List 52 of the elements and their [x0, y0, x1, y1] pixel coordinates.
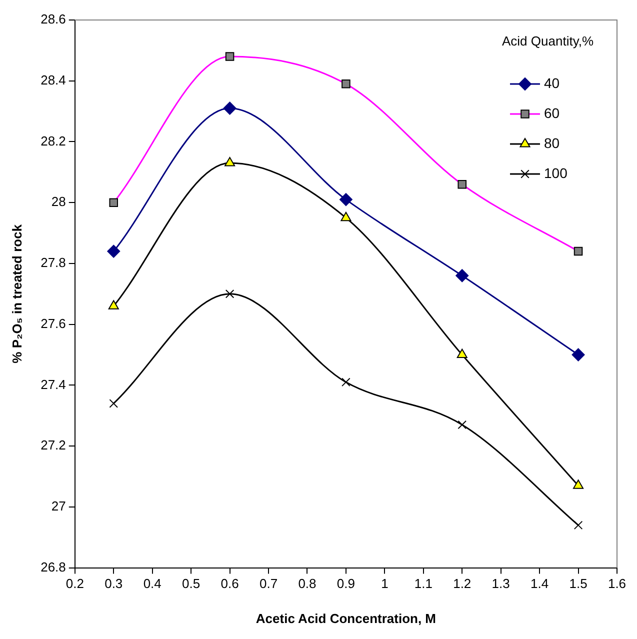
- y-tick-label: 28.4: [40, 72, 66, 88]
- x-tick-label: 1.6: [608, 576, 626, 592]
- point: [108, 300, 119, 310]
- y-tick-label: 26.8: [40, 559, 66, 574]
- y-tick-label: 28.2: [40, 133, 66, 148]
- point: [107, 244, 120, 258]
- x-axis-title: Acetic Acid Concentration, M: [256, 610, 436, 626]
- point: [342, 80, 350, 88]
- y-tick-label: 27: [51, 498, 66, 514]
- point: [223, 102, 236, 115]
- y-axis-title: % P₂O₅ in treated rock: [9, 224, 24, 364]
- x-tick-label: 0.2: [66, 576, 84, 592]
- x-tick-label: 0.3: [104, 576, 123, 592]
- point: [456, 348, 468, 358]
- legend-title: Acid Quantity,%: [502, 34, 594, 49]
- point: [573, 480, 584, 489]
- point: [225, 52, 234, 61]
- x-tick-label: 0.8: [298, 576, 316, 592]
- x-tick-label: 1.4: [530, 576, 549, 592]
- x-tick-label: 1.1: [414, 576, 432, 592]
- point: [109, 399, 118, 408]
- point: [225, 290, 234, 298]
- point: [574, 246, 583, 256]
- point: [572, 348, 585, 362]
- legend-label: 100: [544, 164, 568, 181]
- x-tick-label: 1: [381, 576, 388, 592]
- point: [339, 193, 352, 206]
- y-tick-label: 27.6: [40, 316, 66, 331]
- point: [458, 180, 467, 189]
- y-tick-label: 27.4: [40, 376, 66, 392]
- y-tick-label: 28: [51, 194, 66, 210]
- x-tick-label: 0.4: [143, 576, 162, 592]
- point: [109, 198, 118, 207]
- point: [342, 378, 350, 387]
- point: [224, 157, 236, 166]
- y-tick-label: 27.2: [40, 438, 66, 453]
- x-tick-label: 1.5: [569, 576, 588, 592]
- point: [574, 520, 583, 530]
- legend-label: 80: [544, 134, 560, 151]
- x-tick-label: 0.9: [336, 576, 355, 592]
- x-tick-label: 1.3: [492, 576, 510, 592]
- point: [340, 212, 352, 222]
- x-tick-label: 0.6: [220, 576, 239, 592]
- x-tick-label: 1.2: [453, 576, 472, 592]
- point: [456, 269, 469, 282]
- x-tick-label: 0.5: [182, 576, 200, 592]
- point: [458, 420, 467, 430]
- legend-label: 60: [544, 104, 560, 121]
- y-tick-label: 28.6: [40, 12, 66, 27]
- y-tick-label: 27.8: [40, 255, 66, 270]
- x-tick-label: 0.7: [259, 576, 278, 592]
- legend-label: 40: [544, 74, 560, 91]
